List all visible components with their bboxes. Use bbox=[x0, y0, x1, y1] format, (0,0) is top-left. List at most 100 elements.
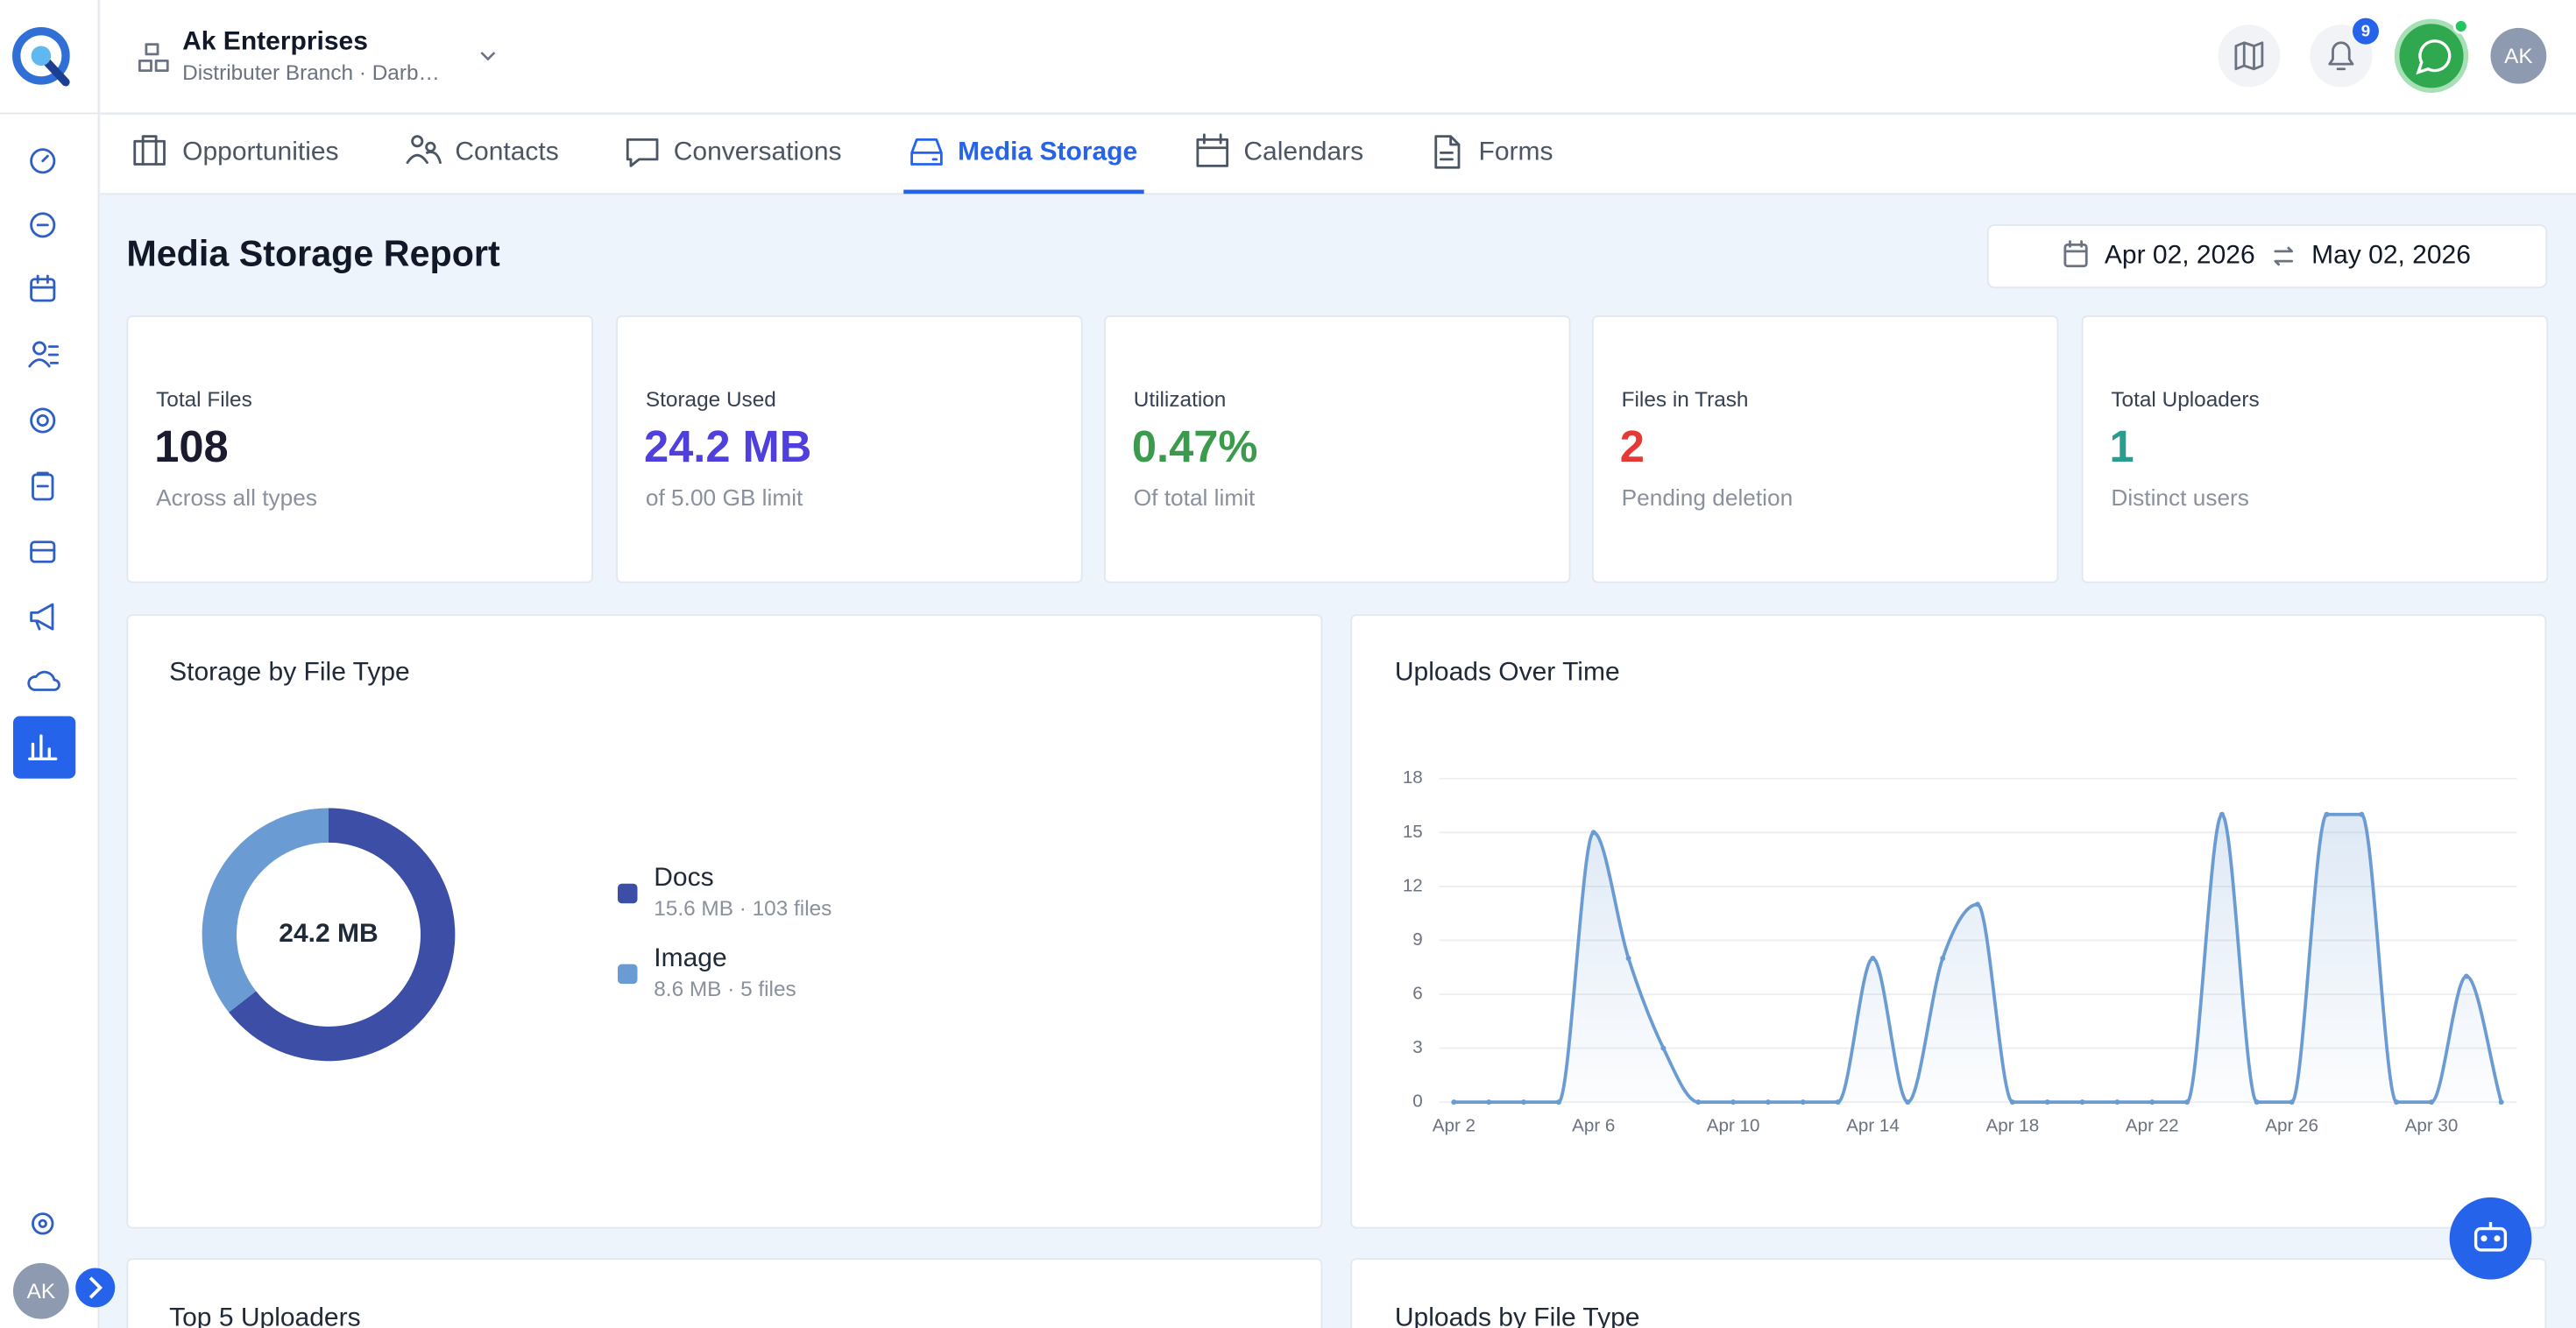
point bbox=[1905, 1099, 1911, 1105]
point bbox=[2114, 1099, 2120, 1105]
legend-detail: 8.6 MB · 5 files bbox=[654, 978, 796, 1001]
tab-active-underline bbox=[903, 189, 1144, 194]
kpi-label: Files in Trash bbox=[1622, 388, 1749, 412]
point bbox=[2079, 1099, 2085, 1105]
donut-card bbox=[126, 614, 1323, 1229]
legend-label: Docs bbox=[654, 863, 713, 892]
whatsapp-icon bbox=[2416, 39, 2452, 75]
nav-calendar[interactable] bbox=[30, 274, 56, 302]
y-tick-label: 18 bbox=[1403, 767, 1423, 788]
nav-reporting-icon bbox=[28, 734, 58, 760]
uploaders-card bbox=[126, 1258, 1323, 1328]
y-tick-label: 6 bbox=[1412, 983, 1422, 1003]
company-branch[interactable]: Distributer Branch · Darb… bbox=[182, 61, 440, 85]
kpi-note: Of total limit bbox=[1134, 484, 1256, 511]
notification-count: 9 bbox=[2361, 22, 2370, 40]
point bbox=[1451, 1099, 1457, 1105]
point bbox=[2009, 1099, 2015, 1105]
tab[interactable]: Media Storage bbox=[958, 137, 1137, 166]
point bbox=[2429, 1099, 2434, 1105]
tab-bar bbox=[100, 115, 2576, 194]
point bbox=[2044, 1099, 2050, 1105]
area bbox=[1454, 814, 2502, 1103]
company-icon bbox=[138, 43, 169, 73]
nav-reporting-active[interactable] bbox=[13, 716, 76, 779]
section-title: Uploads by File Type bbox=[1395, 1303, 1640, 1328]
kpi-label: Total Files bbox=[156, 388, 252, 412]
nav-payments[interactable] bbox=[30, 540, 56, 563]
y-tick-label: 15 bbox=[1403, 822, 1423, 842]
kpi-value: 108 bbox=[154, 421, 228, 471]
point bbox=[1625, 955, 1631, 961]
whatsapp-button[interactable] bbox=[2394, 18, 2469, 93]
x-tick-label: Apr 18 bbox=[1986, 1116, 2040, 1136]
date-to: May 02, 2026 bbox=[2311, 240, 2471, 269]
point bbox=[2149, 1099, 2155, 1105]
nav-media[interactable] bbox=[27, 670, 60, 691]
sidebar-avatar[interactable] bbox=[13, 1262, 69, 1319]
sidebar-expand[interactable] bbox=[75, 1268, 116, 1308]
nav-opportunities[interactable] bbox=[30, 407, 56, 434]
map-button[interactable] bbox=[2218, 25, 2281, 88]
point bbox=[1870, 955, 1876, 961]
nav-conversations[interactable] bbox=[30, 212, 56, 238]
tab-icon bbox=[1196, 133, 1229, 167]
x-tick-label: Apr 22 bbox=[2126, 1116, 2179, 1136]
calendar-icon bbox=[2063, 240, 2088, 268]
donut-center-label: 24.2 MB bbox=[279, 919, 378, 948]
x-tick-label: Apr 26 bbox=[2265, 1116, 2318, 1136]
tabs: Opportunities Contacts Conversations Media … bbox=[133, 133, 1553, 194]
kpi-row: Total Files 108 Across all types Storage Us… bbox=[126, 315, 2549, 583]
nav-marketing[interactable] bbox=[30, 603, 54, 631]
nav-contacts[interactable] bbox=[28, 341, 60, 368]
kpi-note: of 5.00 GB limit bbox=[646, 484, 803, 511]
company-name[interactable]: Ak Enterprises bbox=[182, 27, 368, 56]
point bbox=[2254, 1099, 2260, 1105]
x-tick-label: Apr 6 bbox=[1572, 1116, 1615, 1136]
point bbox=[1521, 1099, 1527, 1105]
x-tick-label: Apr 30 bbox=[2405, 1116, 2459, 1136]
kpi-note: Pending deletion bbox=[1622, 484, 1794, 511]
point bbox=[2394, 1099, 2400, 1105]
x-tick-label: Apr 10 bbox=[1707, 1116, 1760, 1136]
point bbox=[2219, 811, 2225, 817]
point bbox=[1660, 1045, 1667, 1051]
kpi-card bbox=[126, 315, 593, 583]
tab[interactable]: Calendars bbox=[1243, 137, 1363, 166]
settings[interactable] bbox=[32, 1212, 54, 1235]
kpi-card bbox=[2081, 315, 2549, 583]
point bbox=[2498, 1099, 2504, 1105]
donut-chart: Docs 15.6 MB · 103 files Image 8.6 MB · 5 f… bbox=[202, 808, 832, 1062]
point bbox=[2184, 1099, 2190, 1105]
company-dropdown[interactable] bbox=[480, 52, 496, 61]
legend-label: Image bbox=[654, 943, 726, 972]
nav-dashboard[interactable] bbox=[30, 148, 56, 174]
point bbox=[1835, 1099, 1841, 1105]
date-range-picker[interactable] bbox=[1986, 223, 2548, 289]
point bbox=[1765, 1099, 1771, 1105]
tab[interactable]: Contacts bbox=[455, 137, 558, 166]
date-swap-icon bbox=[2274, 246, 2294, 266]
tab[interactable]: Conversations bbox=[674, 137, 842, 166]
kpi-value: 0.47% bbox=[1132, 421, 1258, 471]
nav-tasks[interactable] bbox=[32, 471, 54, 501]
kpi-value: 24.2 MB bbox=[644, 421, 811, 471]
assistant-button[interactable] bbox=[2449, 1197, 2532, 1280]
donut-title: Storage by File Type bbox=[169, 658, 410, 687]
kpi-value: 2 bbox=[1620, 421, 1645, 471]
kpi-value: 1 bbox=[2110, 421, 2134, 471]
kpi-card bbox=[1104, 315, 1571, 583]
legend-swatch bbox=[618, 883, 638, 904]
date-from: Apr 02, 2026 bbox=[2105, 240, 2255, 269]
point bbox=[1486, 1099, 1492, 1105]
tab[interactable]: Forms bbox=[1479, 137, 1553, 166]
header-avatar[interactable] bbox=[2490, 27, 2547, 84]
sidebar-avatar-text: AK bbox=[27, 1280, 56, 1303]
kpi-label: Total Uploaders bbox=[2111, 388, 2259, 412]
point bbox=[1695, 1099, 1702, 1105]
point bbox=[1975, 901, 1981, 908]
donut-slice bbox=[229, 808, 456, 1062]
tab[interactable]: Opportunities bbox=[182, 137, 338, 166]
